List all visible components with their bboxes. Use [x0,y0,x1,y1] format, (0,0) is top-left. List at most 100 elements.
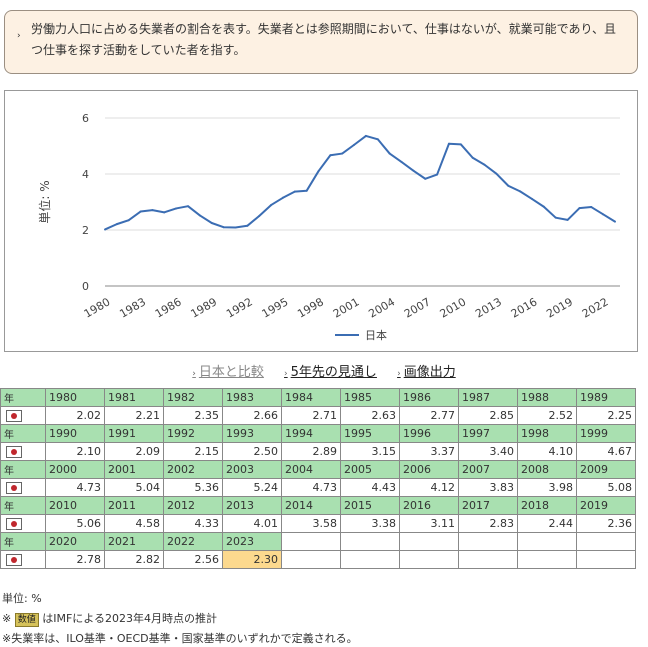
year-cell: 1993 [222,424,282,443]
year-cell: 2010 [45,496,105,515]
value-cell: 2.82 [104,550,164,569]
year-cell: 1984 [281,388,341,407]
data-point [163,211,166,214]
value-cell: 3.37 [399,442,459,461]
year-cell: 2011 [104,496,164,515]
year-row-label: 年 [0,388,46,407]
value-cell: 2.09 [104,442,164,461]
year-header-row: 年 1980 1981 1982 1983 1984 1985 1986 1987 1988 198… [0,388,636,407]
data-point [542,205,545,208]
year-cell: 2012 [163,496,223,515]
value-cell: 2.36 [576,514,636,533]
description-note: › 労働力人口に占める失業者の割合を表す。失業者とは参照期間において、仕事はない… [4,10,638,74]
year-cell: 2022 [163,532,223,551]
action-links: › 日本と比較 › 5年先の見通し › 画像出力 [0,361,648,380]
value-cell: 3.15 [340,442,400,461]
empty-cell [458,532,518,551]
chevron-right-icon: › [397,369,401,379]
value-cell: 2.89 [281,442,341,461]
japan-flag-icon [6,446,22,458]
value-cell: 4.67 [576,442,636,461]
country-cell [0,478,46,497]
japan-flag-icon [6,482,22,494]
japan-flag-icon [6,554,22,566]
unit-note: 単位: % [2,592,42,605]
year-cell: 1999 [576,424,636,443]
data-point [602,213,605,216]
compare-link-label: 日本と比較 [198,365,264,380]
data-point [258,215,261,217]
data-point [246,224,249,227]
year-cell: 1983 [222,388,282,407]
x-tick-label: 2001 [331,295,362,320]
value-cell: 2.71 [281,406,341,425]
data-point [554,216,557,219]
value-cell: 3.11 [399,514,459,533]
empty-cell [458,550,518,569]
year-header-row: 年 2000 2001 2002 2003 2004 2005 2006 2007 2008 200… [0,460,636,479]
value-cell: 4.73 [45,478,105,497]
y-axis-label: 単位: % [37,180,52,223]
year-cell: 1985 [340,388,400,407]
image-export-link-label: 画像出力 [403,365,456,380]
value-cell: 5.04 [104,478,164,497]
data-point [353,143,356,146]
year-cell: 1988 [517,388,577,407]
empty-cell [399,532,459,551]
forecast-link[interactable]: › 5年先の見通し [284,361,377,380]
value-cell: 2.35 [163,406,223,425]
x-tick-label: 2007 [402,295,433,320]
legend-label: 日本 [365,328,387,342]
data-point [293,190,296,193]
x-tick-label: 1998 [295,295,326,320]
data-point [578,207,581,210]
japan-flag-icon [6,518,22,530]
value-row: 5.06 4.58 4.33 4.01 3.58 3.38 3.11 2.83 2.44 2.36 [0,514,636,533]
estimate-note: ※ 数値 はIMFによる2023年4月時点の推計 [2,610,217,627]
value-cell: 5.24 [222,478,282,497]
value-cell: 3.58 [281,514,341,533]
value-cell: 2.66 [222,406,282,425]
forecast-link-label: 5年先の見通し [290,365,377,380]
x-tick-label: 2016 [509,295,540,320]
data-point [614,220,616,223]
data-point [519,190,522,193]
x-tick-label: 2004 [366,295,397,320]
data-point [175,207,178,210]
year-row-label: 年 [0,424,46,443]
compare-link[interactable]: › 日本と比較 [192,361,264,380]
chevron-right-icon: › [192,369,196,379]
data-point [459,143,462,146]
year-cell: 2021 [104,532,164,551]
empty-cell [399,550,459,569]
year-cell: 2006 [399,460,459,479]
value-cell: 4.12 [399,478,459,497]
x-tick-label: 2013 [473,295,504,320]
empty-cell [281,550,341,569]
year-cell: 2015 [340,496,400,515]
y-tick-label: 6 [82,112,89,125]
year-cell: 2008 [517,460,577,479]
year-row-label: 年 [0,496,46,515]
data-point [471,156,474,159]
image-export-link[interactable]: › 画像出力 [397,361,456,380]
chart-panel: 0 2 4 6 1980 1983 1986 1989 1992 1995 1998 2001 2004… [4,90,638,352]
value-cell: 3.83 [458,478,518,497]
data-point [566,218,569,221]
y-tick-label: 4 [82,168,89,181]
data-point [400,160,403,163]
value-cell: 2.77 [399,406,459,425]
value-cell: 2.63 [340,406,400,425]
empty-cell [517,532,577,551]
x-tick-label: 1992 [224,295,255,320]
x-tick-label: 1986 [153,295,184,320]
year-cell: 1997 [458,424,518,443]
japan-flag-icon [6,410,22,422]
country-cell [0,514,46,533]
y-tick-label: 2 [82,224,89,237]
estimate-value-cell: 2.30 [222,550,282,569]
year-cell: 2018 [517,496,577,515]
year-cell: 1989 [576,388,636,407]
year-cell: 1995 [340,424,400,443]
value-cell: 2.21 [104,406,164,425]
